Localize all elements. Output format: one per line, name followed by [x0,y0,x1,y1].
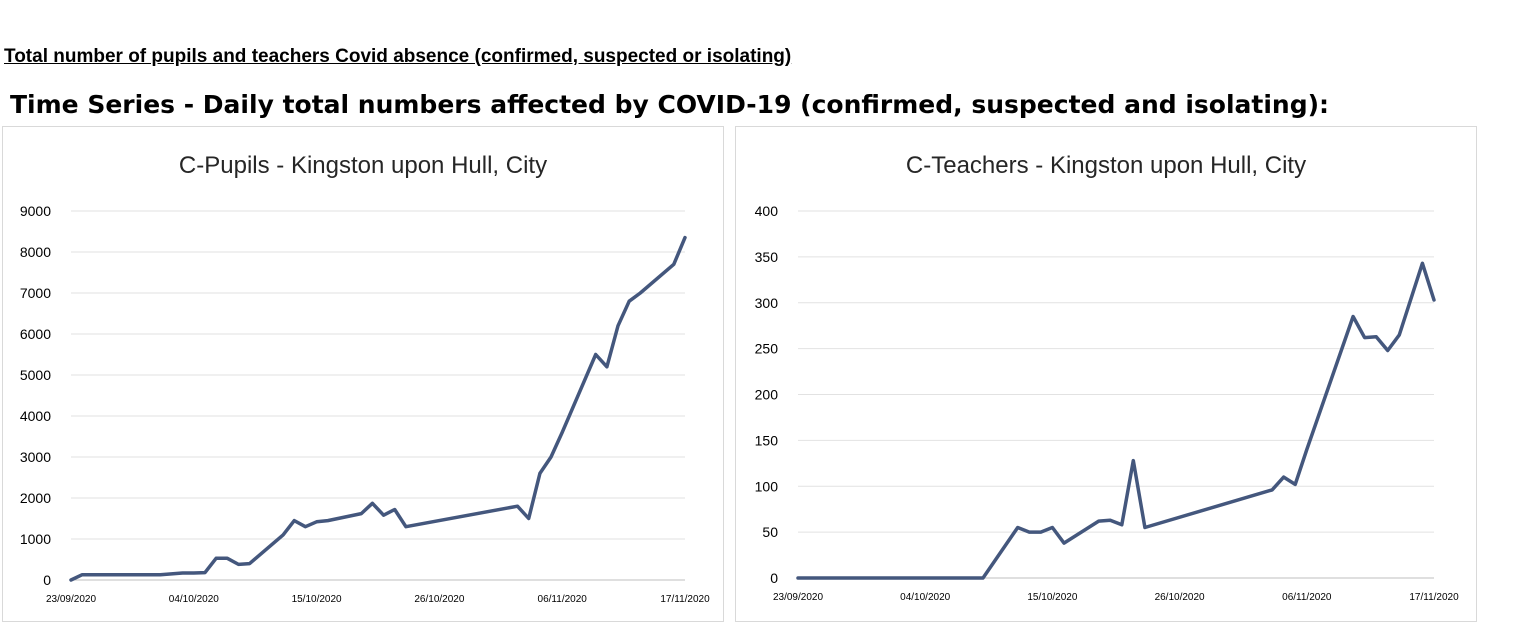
teachers-y-tick-label: 100 [755,478,779,494]
pupils-x-tick-label: 04/10/2020 [169,594,219,605]
teachers-line-chart: C-Teachers - Kingston upon Hull, City 0 50… [755,152,1459,603]
pupils-y-tick-label: 2000 [20,490,51,506]
teachers-y-tick-label: 0 [770,570,778,586]
pupils-y-tick-label: 4000 [20,408,51,424]
pupils-x-tick-label: 26/10/2020 [414,594,464,605]
pupils-y-tick-label: 3000 [20,449,51,465]
teachers-x-tick-label: 23/09/2020 [773,592,823,603]
pupils-y-tick-label: 9000 [20,203,51,219]
pupils-y-tick-label: 5000 [20,367,51,383]
teachers-x-tick-label: 04/10/2020 [900,592,950,603]
pupils-y-tick-label: 8000 [20,244,51,260]
pupils-line-chart: C-Pupils - Kingston upon Hull, City 0 1000… [20,152,710,605]
teachers-y-tick-label: 300 [755,295,779,311]
teachers-x-tick-label: 26/10/2020 [1155,592,1205,603]
pupils-x-tick-label: 23/09/2020 [46,594,96,605]
teachers-y-tick-label: 350 [755,249,779,265]
pupils-x-tick-label: 06/11/2020 [538,594,588,605]
page-subheading: Time Series - Daily total numbers affect… [10,90,1330,119]
teachers-x-tick-label: 15/10/2020 [1027,592,1077,603]
teachers-y-tick-label: 250 [755,341,779,357]
pupils-chart-title: C-Pupils - Kingston upon Hull, City [179,152,547,179]
pupils-y-tick-label: 6000 [20,326,51,342]
teachers-y-tick-label: 50 [762,524,778,540]
pupils-series-line [69,235,687,582]
pupils-y-tick-label: 1000 [20,531,51,547]
teachers-chart-title: C-Teachers - Kingston upon Hull, City [906,152,1306,179]
teachers-x-tick-label: 06/11/2020 [1282,592,1332,603]
teachers-y-tick-label: 150 [755,432,779,448]
teachers-chart-panel: C-Teachers - Kingston upon Hull, City 0 50… [735,126,1477,622]
page-heading: Total number of pupils and teachers Covi… [4,46,792,67]
pupils-x-tick-label: 15/10/2020 [292,594,342,605]
pupils-y-tick-label: 7000 [20,285,51,301]
pupils-chart-panel: C-Pupils - Kingston upon Hull, City 0 1000… [2,126,724,622]
teachers-y-tick-label: 400 [755,203,779,219]
teachers-x-tick-label: 17/11/2020 [1409,592,1459,603]
teachers-series-line [796,261,1436,580]
pupils-x-tick-label: 17/11/2020 [660,594,710,605]
pupils-y-tick-label: 0 [43,572,51,588]
teachers-y-tick-label: 200 [755,387,779,403]
